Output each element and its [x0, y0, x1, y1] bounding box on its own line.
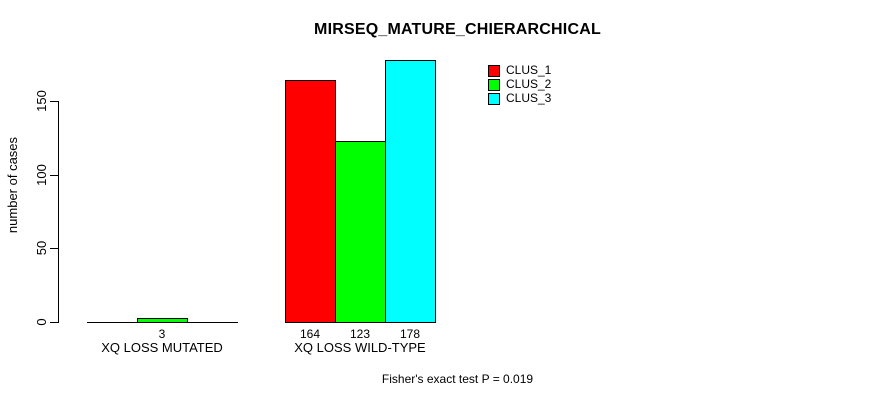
bar-clus_1-1	[285, 80, 336, 323]
annotation-text: Fisher's exact test P = 0.019	[381, 372, 534, 386]
bar-value-label: 164	[299, 327, 321, 341]
legend-swatch-icon	[488, 92, 500, 105]
y-tick-label: 150	[34, 90, 49, 112]
legend-item-clus_1: CLUS_1	[488, 64, 551, 77]
legend-swatch-icon	[488, 78, 500, 91]
legend-item-clus_2: CLUS_2	[488, 78, 551, 91]
legend-item-label: CLUS_2	[506, 77, 552, 91]
bar-clus_3-1	[385, 60, 436, 323]
y-tick-mark	[50, 248, 58, 249]
y-axis-label: number of cases	[5, 136, 20, 234]
chart-title: MIRSEQ_MATURE_CHIERARCHICAL	[314, 21, 601, 38]
legend-swatch-icon	[488, 64, 500, 77]
y-tick-mark	[50, 322, 58, 323]
bar-value-label: 178	[399, 327, 421, 341]
y-tick-label: 0	[34, 318, 49, 326]
bar-clus_3-0-zero	[187, 322, 238, 323]
legend-item-label: CLUS_3	[506, 91, 552, 105]
bar-value-label: 123	[349, 327, 371, 341]
y-tick-label: 100	[34, 164, 49, 186]
bar-clus_2-1	[335, 141, 386, 323]
legend-item-label: CLUS_1	[506, 63, 552, 77]
y-tick-label: 50	[34, 240, 49, 256]
category-label: XQ LOSS MUTATED	[101, 340, 223, 355]
y-axis-line	[58, 101, 59, 323]
y-tick-mark	[50, 101, 58, 102]
bar-clus_1-0-zero	[87, 322, 138, 323]
bar-value-label: 3	[158, 327, 166, 341]
legend-item-clus_3: CLUS_3	[488, 92, 551, 105]
legend: CLUS_1 CLUS_2 CLUS_3	[488, 64, 551, 106]
category-label: XQ LOSS WILD-TYPE	[294, 340, 426, 355]
bar-clus_2-0	[137, 318, 188, 323]
y-tick-mark	[50, 175, 58, 176]
